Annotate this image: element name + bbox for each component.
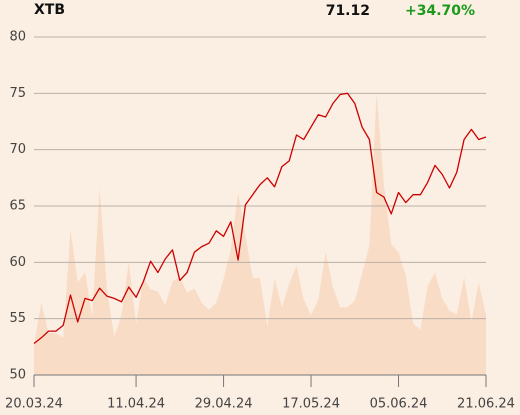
y-tick-label: 60	[9, 255, 26, 270]
x-tick-label: 21.06.24	[457, 397, 515, 412]
y-tick-label: 65	[9, 199, 26, 214]
y-tick-label: 50	[9, 368, 26, 383]
price-line	[33, 92, 487, 345]
price-change: +34.70%	[405, 3, 475, 19]
x-tick-label: 11.04.24	[107, 397, 165, 412]
y-tick-label: 75	[9, 86, 26, 101]
x-tick-label: 29.04.24	[195, 397, 253, 412]
x-tick-label: 17.05.24	[282, 397, 340, 412]
volume-area	[34, 93, 486, 376]
last-price: 71.12	[326, 3, 370, 19]
y-tick-label: 80	[9, 30, 26, 45]
y-tick-label: 55	[9, 311, 26, 326]
x-tick-label: 20.03.24	[5, 397, 63, 412]
chart-title: XTB	[34, 2, 65, 18]
x-tick-label: 05.06.24	[370, 397, 428, 412]
y-tick-label: 70	[9, 142, 26, 157]
